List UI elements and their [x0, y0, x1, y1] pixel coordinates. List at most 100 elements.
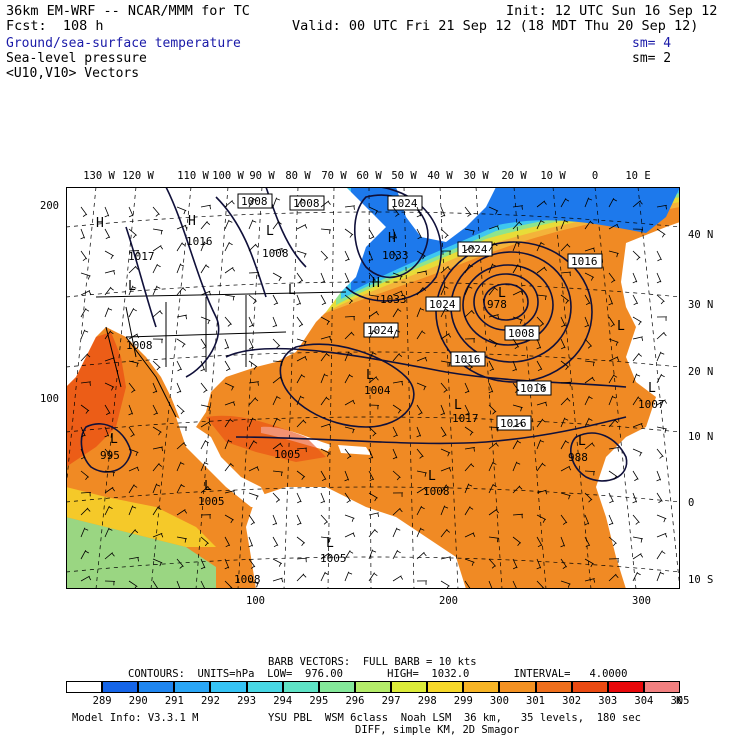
wind-barb: [536, 558, 542, 570]
wind-barb: [416, 448, 424, 459]
wind-barb: [488, 206, 499, 215]
wind-barb: [248, 397, 259, 406]
wind-barb: [608, 272, 616, 283]
wind-barb: [512, 290, 524, 296]
pressure-label: 1005: [320, 552, 347, 565]
colorbar-swatch: [571, 681, 608, 693]
wind-barb: [656, 204, 667, 210]
wind-barb: [464, 558, 475, 566]
wind-barb: [464, 382, 470, 394]
wind-barb: [488, 382, 494, 394]
pressure-label: 1005: [274, 448, 301, 461]
pressure-label: 1008: [504, 325, 540, 341]
wind-barb: [296, 514, 302, 526]
lon-label: 50 W: [391, 170, 417, 182]
pressure-label: 1024: [387, 195, 423, 211]
wind-barb: [128, 556, 139, 562]
wind-barb: [416, 250, 426, 260]
field-wind-vectors: <U10,V10> Vectors: [6, 66, 140, 81]
wind-barb: [128, 250, 140, 255]
low-center: L: [454, 398, 462, 413]
pressure-label: 1016: [516, 380, 552, 396]
wind-barb: [440, 484, 450, 494]
wind-barb: [608, 558, 620, 563]
wind-barb: [464, 245, 476, 252]
wind-barb: [488, 314, 500, 319]
wind-barb: [560, 558, 568, 570]
colorbar-label: 294: [273, 695, 293, 707]
wind-barb: [392, 272, 403, 281]
pressure-label: 1033: [380, 293, 407, 306]
wind-barb: [416, 206, 422, 218]
colorbar-label: 299: [453, 695, 473, 707]
wind-barb: [272, 395, 281, 406]
wind-barb: [272, 360, 284, 366]
wind-barb: [608, 573, 619, 582]
wind-barb: [536, 382, 547, 391]
colorbar-swatch: [246, 681, 283, 693]
wind-barb: [440, 250, 452, 256]
wind-barb: [536, 200, 547, 208]
wind-barb: [272, 514, 278, 526]
wind-barb: [176, 404, 185, 415]
wind-barb: [512, 338, 520, 350]
wind-barb: [224, 200, 235, 208]
wind-barb: [128, 228, 137, 239]
wind-barb: [152, 580, 159, 589]
wind-barb: [272, 558, 283, 567]
wind-barb: [296, 557, 307, 563]
lon-label: 90 W: [249, 170, 275, 182]
barb-vectors-note: BARB VECTORS: FULL BARB = 10 kts: [268, 656, 477, 668]
wind-barb: [224, 267, 236, 274]
colorbar-label: 292: [200, 695, 220, 707]
wind-barb: [464, 426, 474, 436]
land-central-america: [176, 417, 271, 507]
wind-barb: [464, 309, 475, 318]
wind-barb: [80, 308, 90, 318]
wind-barb: [128, 360, 139, 368]
colorbar-label: 297: [381, 695, 401, 707]
wind-barb: [176, 224, 188, 230]
low-center: L: [266, 224, 274, 239]
model-info: Model Info: V3.3.1 M: [72, 712, 199, 724]
wind-barb: [248, 197, 257, 208]
wind-barb: [560, 580, 571, 588]
wind-barb: [608, 338, 619, 346]
pressure-label: 1007: [638, 398, 665, 411]
low-center: L: [617, 319, 625, 334]
wind-barb: [296, 355, 308, 362]
forecast-hour: Fcst: 108 h: [6, 18, 104, 34]
wind-barb: [320, 272, 326, 284]
pressure-label: 1008: [237, 193, 273, 209]
wind-barb: [560, 417, 569, 428]
wind-barb: [128, 484, 138, 494]
wind-barb: [296, 250, 307, 258]
wind-barb: [536, 401, 548, 407]
wind-barb: [392, 527, 401, 538]
wind-barb: [128, 466, 140, 472]
wind-barb: [320, 536, 331, 543]
wind-barb: [632, 200, 643, 208]
wind-barb: [512, 421, 524, 428]
boundaries: [95, 291, 347, 418]
field-ground-temp-smoothing: sm= 4: [632, 36, 672, 51]
wind-barb: [464, 580, 471, 589]
wind-barb: [560, 243, 571, 252]
wind-barb: [152, 206, 160, 217]
wind-barb: [344, 205, 355, 210]
wind-barb: [320, 470, 327, 482]
wind-barb: [344, 470, 350, 482]
lat-label: 30 N: [688, 299, 714, 311]
low-center: L: [498, 286, 506, 301]
pressure-label: 1016: [567, 253, 603, 269]
colorbar-swatch: [282, 681, 319, 693]
low-center: L: [366, 368, 374, 383]
wind-barb: [560, 294, 570, 304]
wind-barb: [80, 404, 90, 414]
wind-barb: [320, 492, 326, 504]
pressure-label: 978: [487, 298, 507, 311]
wind-barb: [344, 374, 354, 384]
wind-barb: [248, 316, 254, 328]
wind-barb: [320, 250, 329, 261]
wind-barb: [440, 467, 452, 472]
